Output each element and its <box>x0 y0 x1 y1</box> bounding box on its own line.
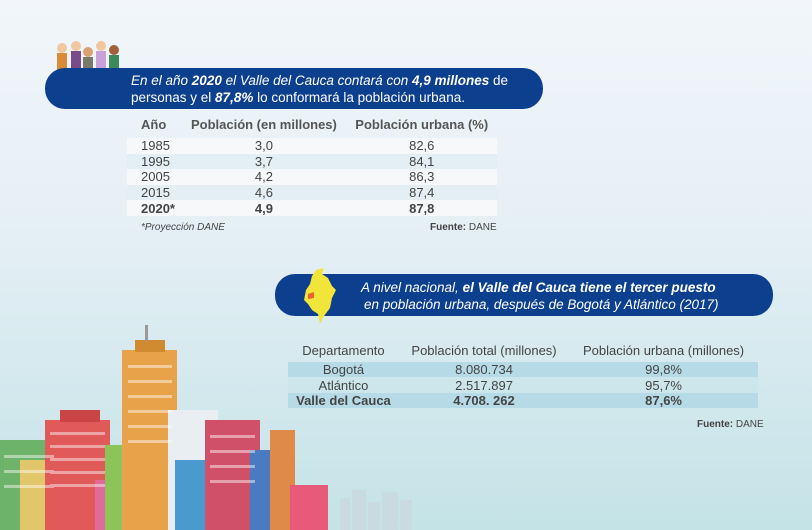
cell: 86,3 <box>409 169 435 185</box>
cell: 3,7 <box>254 153 273 169</box>
cell: 87,4 <box>409 185 435 201</box>
cell: 2005 <box>141 169 170 185</box>
projection-footnote: *Proyección DANE <box>141 222 225 233</box>
text-bold: 87,8% <box>215 90 254 105</box>
cell: 4.708. 262 <box>453 392 515 408</box>
source-label: Fuente: <box>697 419 734 430</box>
text: el Valle del Cauca contará con <box>221 73 412 88</box>
cell: 1995 <box>141 153 170 169</box>
cell: 84,1 <box>409 153 435 169</box>
cell: 4,6 <box>254 185 273 201</box>
cell: Atlántico <box>318 377 369 393</box>
table-row: Bogotá 8.080.734 99,8% <box>288 362 758 378</box>
text: lo conformará la población urbana. <box>253 90 465 105</box>
column-header: Población urbana (millones) <box>582 342 745 358</box>
column-header: Departamento <box>302 342 385 358</box>
urban-population-by-department-table: Departamento Población total (millones) … <box>288 340 758 409</box>
cell: 2015 <box>141 185 170 201</box>
cell: 8.080.734 <box>455 362 513 378</box>
table-row: 1995 3,7 84,1 <box>127 153 497 170</box>
headline-banner-valle-2020: En el año 2020 el Valle del Cauca contar… <box>45 68 543 109</box>
text: de <box>489 73 509 88</box>
cell: 4,9 <box>254 200 273 216</box>
cell: 87,8 <box>409 200 435 216</box>
cell: Bogotá <box>322 362 365 378</box>
source-value: DANE <box>733 419 764 430</box>
text-bold: 2020 <box>191 73 222 88</box>
cell: Valle del Cauca <box>296 392 391 408</box>
cell: 99,8% <box>645 362 682 378</box>
table-row: 2005 4,2 86,3 <box>127 169 497 185</box>
cell: 95,7% <box>645 377 682 393</box>
city-skyline-illustration <box>0 325 412 530</box>
cell: 87,6% <box>645 392 682 408</box>
source-note: Fuente: DANE <box>697 419 764 430</box>
table-row: 1985 3,0 82,6 <box>127 138 497 154</box>
column-header: Población (en millones) <box>190 116 337 132</box>
table-row: Atlántico 2.517.897 95,7% <box>288 377 758 393</box>
column-header: Año <box>141 116 167 132</box>
text: A nivel nacional, <box>361 280 463 295</box>
column-header: Población urbana (%) <box>355 116 489 132</box>
source-note: Fuente: DANE <box>430 222 497 233</box>
cell: 82,6 <box>409 138 435 154</box>
cell: 3,0 <box>254 138 273 154</box>
text: En el año <box>131 73 192 88</box>
headline-banner-national: A nivel nacional, el Valle del Cauca tie… <box>275 274 773 316</box>
cell: 4,2 <box>254 169 273 185</box>
cell: 2020* <box>141 200 175 216</box>
source-label: Fuente: <box>430 222 467 233</box>
column-header: Población total (millones) <box>411 342 557 358</box>
source-value: DANE <box>466 222 497 233</box>
table-row-highlight: 2020* 4,9 87,8 <box>127 200 497 216</box>
colombia-map-icon <box>304 268 336 324</box>
cell: 1985 <box>141 138 170 154</box>
cell: 2.517.897 <box>455 377 513 393</box>
table-row: 2015 4,6 87,4 <box>127 184 497 201</box>
table-row-highlight: Valle del Cauca 4.708. 262 87,6% <box>288 392 758 409</box>
text-bold: el Valle del Cauca tiene el tercer puest… <box>462 280 716 295</box>
text-bold: 4,9 millones <box>411 73 490 88</box>
population-by-year-table: Año Población (en millones) Población ur… <box>127 116 497 216</box>
text: personas y el <box>131 90 216 105</box>
text: en población urbana, después de Bogotá y… <box>364 297 719 312</box>
